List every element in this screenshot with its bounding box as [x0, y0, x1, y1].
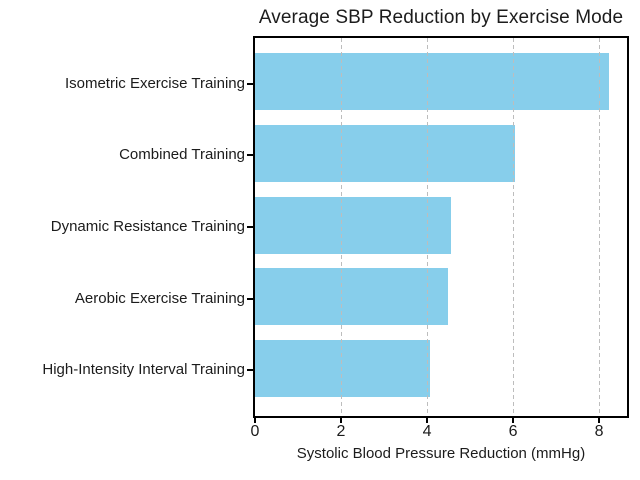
- y-tick-mark: [247, 154, 253, 157]
- y-tick-mark: [247, 82, 253, 85]
- x-tick-label: 2: [336, 423, 346, 440]
- x-tick-label: 4: [422, 423, 432, 440]
- y-tick-label: Aerobic Exercise Training: [74, 289, 245, 307]
- bar: [255, 124, 515, 182]
- y-tick-label: High-Intensity Interval Training: [42, 361, 245, 379]
- y-tick-mark: [247, 297, 253, 300]
- y-tick-label: Dynamic Resistance Training: [50, 218, 245, 235]
- gridline: [340, 38, 342, 416]
- x-tick-mark: [340, 417, 342, 423]
- bar: [255, 339, 431, 397]
- x-tick-mark: [254, 417, 256, 423]
- bar: [255, 53, 610, 111]
- bar: [255, 196, 451, 254]
- plot-area: [253, 36, 629, 418]
- y-tick-mark: [247, 226, 253, 228]
- x-tick-mark: [598, 417, 601, 423]
- gridline: [598, 38, 600, 416]
- x-axis-label: Systolic Blood Pressure Reduction (mmHg): [296, 445, 586, 462]
- chart-title: Average SBP Reduction by Exercise Mode: [258, 7, 624, 28]
- gridline: [426, 38, 428, 416]
- x-tick-label: 8: [594, 423, 604, 440]
- gridline: [512, 38, 514, 416]
- bar: [255, 268, 449, 326]
- x-tick-mark: [426, 417, 429, 423]
- y-tick-mark: [247, 369, 253, 372]
- x-tick-mark: [512, 417, 515, 423]
- y-tick-label: Isometric Exercise Training: [64, 74, 245, 92]
- x-tick-label: 0: [250, 423, 260, 440]
- y-tick-label: Combined Training: [119, 146, 245, 164]
- x-tick-label: 6: [508, 423, 518, 440]
